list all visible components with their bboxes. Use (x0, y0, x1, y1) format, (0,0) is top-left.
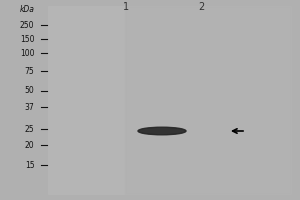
Text: 150: 150 (20, 34, 34, 44)
Text: 25: 25 (25, 124, 34, 134)
Bar (124, 6, 291, 194)
Text: 2: 2 (198, 2, 204, 12)
Text: 75: 75 (25, 66, 34, 75)
Text: 20: 20 (25, 140, 34, 149)
Text: 37: 37 (25, 102, 34, 112)
Bar (48, 6, 124, 194)
Text: kDa: kDa (20, 4, 34, 14)
Text: 15: 15 (25, 160, 34, 170)
Ellipse shape (138, 127, 186, 135)
Text: 50: 50 (25, 86, 34, 95)
Bar (48, 6, 291, 194)
Text: 250: 250 (20, 21, 34, 29)
Text: 1: 1 (123, 2, 129, 12)
Text: 100: 100 (20, 48, 34, 58)
